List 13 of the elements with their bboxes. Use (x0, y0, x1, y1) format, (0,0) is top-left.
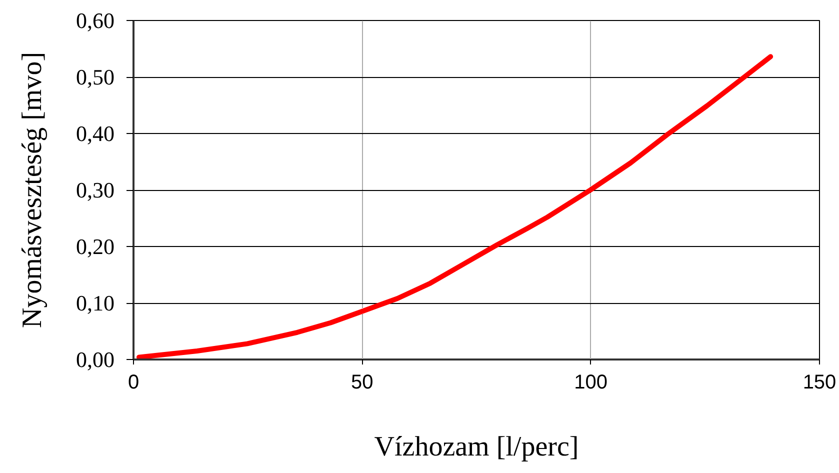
y-axis-title: Nyomásveszteség [mvo] (17, 52, 48, 328)
y-tick-label: 0,60 (76, 8, 114, 33)
x-tick-label: 0 (128, 372, 140, 394)
y-tick-label: 0,50 (76, 64, 114, 90)
y-tick-label: 0,30 (76, 178, 114, 202)
x-tick-label: 50 (351, 372, 374, 394)
y-tick-label: 0,00 (76, 347, 114, 372)
y-tick-label: 0,10 (76, 290, 114, 316)
y-tick-label: 0,40 (76, 121, 114, 146)
x-tick-label: 100 (574, 372, 608, 394)
y-tick-label: 0,20 (76, 234, 114, 259)
x-axis-title: Vízhozam [l/perc] (374, 432, 579, 462)
x-tick-label: 150 (802, 372, 836, 394)
